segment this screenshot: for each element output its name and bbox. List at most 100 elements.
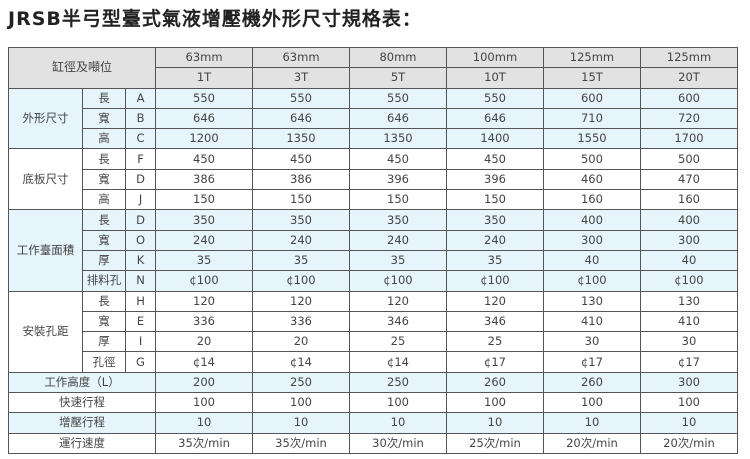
value-cell: 150	[252, 189, 350, 211]
value-cell: 450	[155, 148, 254, 170]
table-row: 底板尺寸長 F 450 450 450 450 500 500	[8, 148, 739, 211]
group-label: 外形尺寸	[8, 87, 83, 150]
value-cell: 200	[155, 371, 254, 394]
value-cell: 130	[639, 290, 739, 312]
value-cell: 710	[542, 107, 641, 130]
dimension-label: 厚	[82, 249, 126, 272]
value-cell: 1400	[445, 128, 544, 150]
value-cell: 450	[252, 148, 350, 170]
value-cell: 1200	[155, 128, 254, 150]
value-cell: 10	[252, 412, 350, 434]
value-cell: 40	[542, 249, 641, 272]
value-cell: 120	[445, 290, 544, 312]
value-cell: 550	[349, 87, 447, 109]
dimension-code: I	[124, 331, 157, 353]
value-cell: 240	[445, 229, 544, 251]
value-cell: 260	[542, 371, 641, 394]
bore-header: 80mm	[349, 46, 447, 69]
value-cell: 646	[155, 107, 254, 130]
table-row: 工作高度（L） 200 250 250 260 260 300	[7, 371, 739, 394]
spec-table: 缸徑及噸位 63mm 63mm 80mm 100mm 125mm 125mm 1T 3T 5T 10…	[7, 46, 739, 454]
value-cell: 500	[542, 148, 641, 170]
value-cell: 240	[252, 229, 350, 251]
dimension-label: 寬	[82, 168, 126, 191]
value-cell: 346	[445, 310, 544, 333]
dimension-label: 高	[82, 189, 126, 211]
header-row-bore: 缸徑及噸位 63mm 63mm 80mm 100mm 125mm 125mm	[7, 46, 739, 89]
dimension-code: D	[124, 168, 157, 191]
value-cell: 460	[542, 168, 641, 191]
dimension-code: K	[124, 249, 157, 272]
table-row: 寬 O 240 240 240 240 300 300	[9, 229, 739, 251]
value-cell: 300	[639, 229, 739, 251]
value-cell: ¢14	[155, 351, 254, 373]
value-cell: 10	[445, 412, 544, 434]
group-label: 工作臺面積	[8, 209, 83, 292]
value-cell: 500	[639, 148, 739, 170]
value-cell: 30	[639, 331, 739, 353]
bore-header: 100mm	[445, 46, 544, 69]
value-cell: ¢100	[349, 270, 447, 292]
row-label: 工作高度（L）	[7, 371, 157, 394]
dimension-code: A	[124, 87, 157, 109]
table-row: 外形尺寸長 A 550 550 550 550 600 600	[8, 87, 739, 150]
value-cell: ¢100	[155, 270, 254, 292]
value-cell: 250	[252, 371, 350, 394]
table-row: 寬 D 386 386 396 396 460 470	[9, 168, 739, 191]
value-cell: 40	[639, 249, 739, 272]
tonnage-header: 20T	[639, 67, 739, 89]
table-row: 快速行程 100 100 100 100 100 100	[7, 392, 739, 414]
value-cell: 1700	[639, 128, 739, 150]
table-row: 工作臺面積長 D 350 350 350 350 400 400	[8, 209, 739, 292]
table-row: 寬 B 646 646 646 646 710 720	[9, 107, 739, 130]
value-cell: 150	[155, 189, 254, 211]
value-cell: 450	[445, 148, 544, 170]
tonnage-header: 10T	[445, 67, 544, 89]
value-cell: ¢17	[639, 351, 739, 373]
value-cell: 300	[542, 229, 641, 251]
value-cell: 35	[252, 249, 350, 272]
value-cell: 120	[155, 290, 254, 312]
value-cell: 410	[542, 310, 641, 333]
tonnage-header: 5T	[349, 67, 447, 89]
header-row-tonnage: 1T 3T 5T 10T 15T 20T	[9, 67, 739, 89]
tonnage-header: 15T	[542, 67, 641, 89]
value-cell: 35次/min	[252, 432, 350, 454]
dimension-code: N	[124, 270, 157, 292]
table-row: 增壓行程 10 10 10 10 10 10	[7, 412, 739, 434]
value-cell: 25	[349, 331, 447, 353]
value-cell: 20次/min	[542, 432, 641, 454]
value-cell: 120	[252, 290, 350, 312]
value-cell: 550	[252, 87, 350, 109]
dimension-label: 孔徑	[82, 351, 126, 373]
dimension-code: O	[124, 229, 157, 251]
value-cell: 720	[639, 107, 739, 130]
value-cell: 550	[445, 87, 544, 109]
value-cell: 35次/min	[155, 432, 254, 454]
value-cell: 25	[445, 331, 544, 353]
value-cell: 396	[349, 168, 447, 191]
value-cell: 470	[639, 168, 739, 191]
value-cell: 35	[445, 249, 544, 272]
value-cell: 336	[252, 310, 350, 333]
bore-header: 125mm	[542, 46, 641, 69]
value-cell: 160	[639, 189, 739, 211]
dimension-code: B	[124, 107, 157, 130]
value-cell: 336	[155, 310, 254, 333]
value-cell: 646	[349, 107, 447, 130]
value-cell: 550	[155, 87, 254, 109]
value-cell: 600	[542, 87, 641, 109]
value-cell: 240	[349, 229, 447, 251]
dimension-label: 高	[82, 128, 126, 150]
value-cell: 350	[252, 209, 350, 231]
value-cell: 150	[445, 189, 544, 211]
value-cell: 350	[349, 209, 447, 231]
value-cell: 410	[639, 310, 739, 333]
value-cell: 10	[349, 412, 447, 434]
value-cell: ¢17	[445, 351, 544, 373]
value-cell: 300	[639, 371, 739, 394]
value-cell: 396	[445, 168, 544, 191]
table-row: 安裝孔距長 H 120 120 120 120 130 130	[8, 290, 739, 373]
value-cell: 20	[252, 331, 350, 353]
value-cell: ¢100	[639, 270, 739, 292]
